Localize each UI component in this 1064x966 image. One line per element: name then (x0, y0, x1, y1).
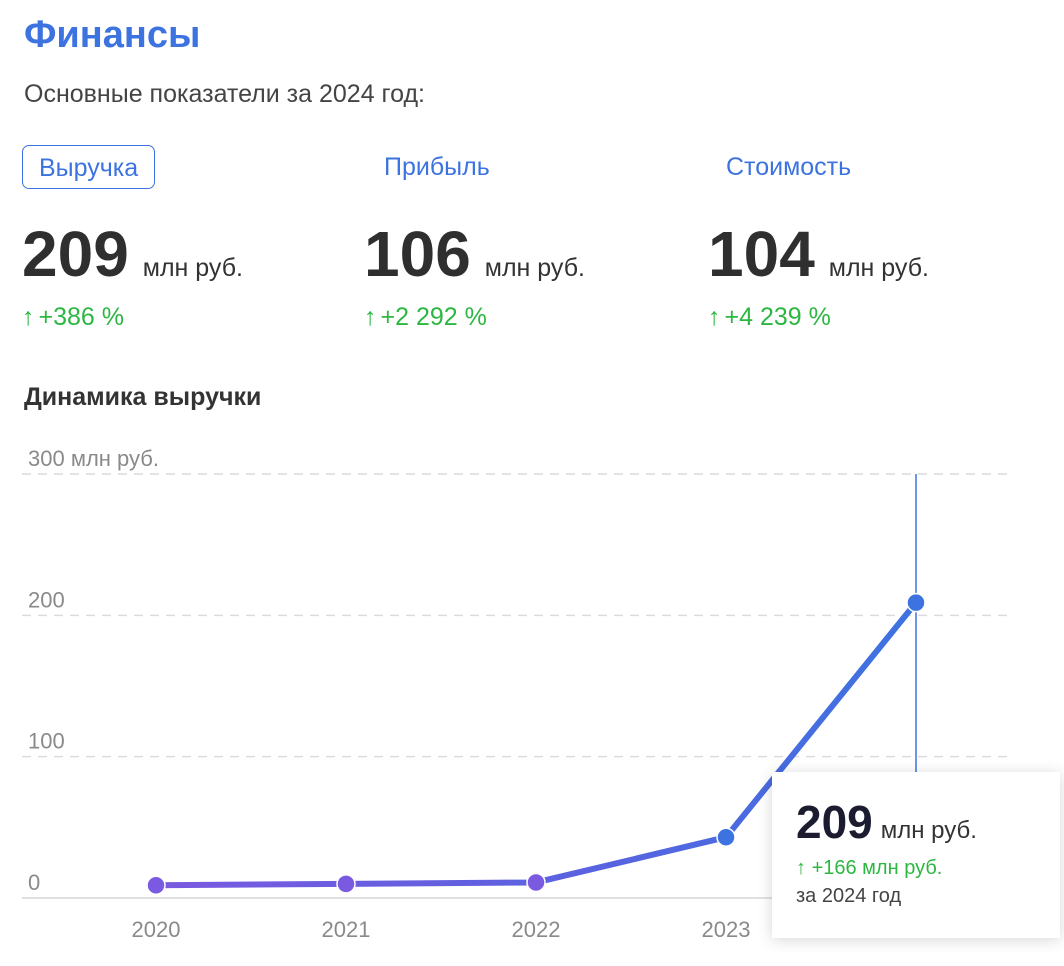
tooltip-delta-text: +166 млн руб. (811, 857, 943, 879)
x-tick-label: 2020 (132, 917, 181, 942)
chart-tooltip: 209 млн руб. ↑ +166 млн руб. за 2024 год (772, 772, 1060, 938)
arrow-up-icon: ↑ (22, 303, 35, 331)
x-tick-label: 2022 (512, 917, 561, 942)
chart-points (146, 592, 926, 896)
metric-value-unit: млн руб. (828, 254, 929, 282)
page-subtitle: Основные показатели за 2024 год: (24, 80, 426, 108)
metric-profit-delta: ↑ +2 292 % (364, 300, 487, 334)
metric-value-delta: ↑ +4 239 % (708, 300, 831, 334)
page-title: Финансы (24, 14, 201, 56)
arrow-up-icon: ↑ (708, 303, 721, 331)
arrow-up-icon: ↑ (796, 857, 806, 879)
y-tick-label: 100 (28, 729, 65, 754)
tab-value[interactable]: Стоимость (726, 153, 852, 181)
arrow-up-icon: ↑ (364, 303, 377, 331)
y-tick-label: 300 млн руб. (28, 446, 159, 471)
y-tick-label: 0 (28, 870, 40, 895)
data-point[interactable] (906, 592, 926, 613)
metric-value-value: 104 (708, 218, 815, 290)
y-axis: 0 100 200 300 млн руб. (28, 446, 159, 895)
data-point[interactable] (526, 872, 546, 893)
tooltip-value: 209 (796, 796, 873, 848)
metric-profit-value: 106 (364, 218, 471, 290)
y-tick-label: 200 (28, 587, 65, 612)
tab-revenue[interactable]: Выручка (22, 145, 156, 189)
metric-profit: 106 млн руб. (364, 218, 585, 290)
tooltip-period: за 2024 год (796, 885, 902, 907)
metric-revenue-unit: млн руб. (142, 254, 243, 282)
data-point[interactable] (336, 874, 356, 894)
chart-section-title: Динамика выручки (24, 383, 262, 411)
tab-profit[interactable]: Прибыль (384, 153, 490, 181)
tooltip-delta: ↑ +166 млн руб. (796, 854, 1036, 882)
metric-value: 104 млн руб. (708, 218, 929, 290)
data-point[interactable] (716, 827, 736, 847)
metric-revenue-value: 209 (22, 218, 129, 290)
metric-revenue: 209 млн руб. (22, 218, 243, 290)
data-point[interactable] (146, 875, 166, 896)
metric-profit-delta-text: +2 292 % (380, 303, 487, 331)
metric-revenue-delta: ↑ +386 % (22, 300, 124, 334)
x-tick-label: 2021 (322, 917, 371, 942)
tooltip-unit: млн руб. (880, 817, 977, 844)
x-tick-label: 2023 (702, 917, 751, 942)
metric-value-delta-text: +4 239 % (724, 303, 831, 331)
metric-revenue-delta-text: +386 % (38, 303, 125, 331)
metric-profit-unit: млн руб. (484, 254, 585, 282)
